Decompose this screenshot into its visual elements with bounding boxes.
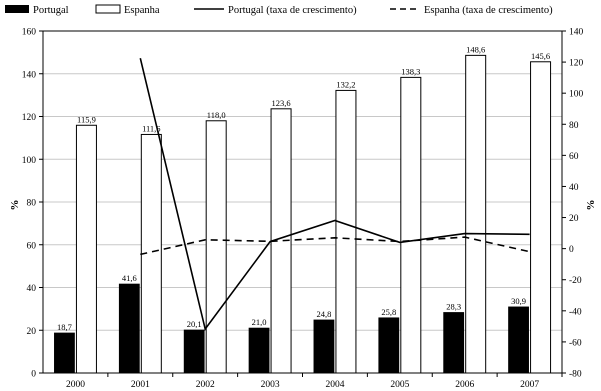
legend-swatch-espanha bbox=[96, 5, 120, 13]
legend-label-portugal-growth: Portugal (taxa de crescimento) bbox=[228, 5, 357, 16]
x-tick-label: 2003 bbox=[261, 380, 280, 390]
y-tick-label-right: 20 bbox=[569, 214, 579, 224]
y-tick-label-right: 60 bbox=[569, 152, 579, 162]
data-label-espanha: 145,6 bbox=[531, 51, 550, 61]
bar-portugal bbox=[509, 307, 529, 373]
y-tick-label-right: -20 bbox=[569, 276, 582, 286]
x-tick-label: 2000 bbox=[66, 380, 85, 390]
y-tick-label-left: 100 bbox=[22, 156, 37, 166]
data-label-portugal: 41,6 bbox=[122, 273, 137, 283]
legend-label-espanha: Espanha bbox=[124, 5, 160, 16]
y-tick-label-left: 0 bbox=[31, 370, 36, 380]
y-tick-label-left: 60 bbox=[27, 241, 37, 251]
bar-portugal bbox=[119, 284, 139, 373]
y-tick-label-left: 20 bbox=[27, 327, 37, 337]
data-label-espanha: 132,2 bbox=[336, 79, 355, 89]
data-label-portugal: 21,0 bbox=[252, 317, 267, 327]
bar-espanha bbox=[401, 77, 421, 373]
y-tick-label-right: 100 bbox=[569, 90, 584, 100]
y-tick-label-left: 160 bbox=[22, 28, 37, 38]
y-tick-label-right: 0 bbox=[569, 245, 574, 255]
x-tick-label: 2002 bbox=[196, 380, 215, 390]
y-tick-label-left: 120 bbox=[22, 113, 37, 123]
data-label-espanha: 115,9 bbox=[77, 114, 96, 124]
bar-portugal bbox=[379, 318, 399, 373]
y-tick-label-left: 140 bbox=[22, 70, 37, 80]
bar-espanha bbox=[531, 62, 551, 373]
x-tick-label: 2005 bbox=[390, 380, 409, 390]
y-tick-label-right: 40 bbox=[569, 183, 579, 193]
data-label-portugal: 24,8 bbox=[317, 309, 332, 319]
legend: Portugal Espanha Portugal (taxa de cresc… bbox=[5, 5, 553, 16]
bar-portugal bbox=[184, 330, 204, 373]
bar-portugal bbox=[314, 320, 334, 373]
data-label-espanha: 123,6 bbox=[272, 98, 291, 108]
y-tick-label-right: -80 bbox=[569, 370, 582, 380]
bar-portugal bbox=[444, 313, 464, 373]
bar-espanha bbox=[336, 90, 356, 373]
legend-swatch-portugal bbox=[5, 5, 29, 13]
y-axis-label-left: % bbox=[9, 200, 21, 211]
bar-espanha bbox=[206, 121, 226, 373]
bar-portugal bbox=[54, 333, 74, 373]
bar-portugal bbox=[249, 328, 269, 373]
x-tick-label: 2007 bbox=[520, 380, 539, 390]
bars bbox=[54, 55, 550, 373]
y-tick-label-right: 120 bbox=[569, 59, 584, 69]
y-tick-label-right: 80 bbox=[569, 121, 579, 131]
x-tick-label: 2001 bbox=[131, 380, 150, 390]
data-label-espanha: 111,6 bbox=[142, 123, 161, 133]
data-label-espanha: 138,3 bbox=[401, 66, 420, 76]
data-label-espanha: 148,6 bbox=[466, 44, 485, 54]
legend-label-portugal: Portugal bbox=[33, 5, 69, 16]
data-label-portugal: 18,7 bbox=[57, 322, 72, 332]
axes bbox=[39, 31, 566, 377]
data-label-portugal: 30,9 bbox=[511, 296, 526, 306]
tick-labels: 0 20 40 60 80 100 120 140 160 -80 -60 -40 -20 0 20 40 60… bbox=[22, 28, 584, 391]
x-tick-label: 2004 bbox=[325, 380, 344, 390]
y-tick-label-right: -40 bbox=[569, 307, 582, 317]
bar-espanha bbox=[76, 125, 96, 373]
y-tick-label-right: -60 bbox=[569, 338, 582, 348]
y-tick-label-left: 40 bbox=[27, 284, 37, 294]
y-tick-label-right: 140 bbox=[569, 28, 584, 38]
data-label-espanha: 118,0 bbox=[207, 110, 226, 120]
data-label-portugal: 25,8 bbox=[381, 307, 396, 317]
y-tick-label-left: 80 bbox=[27, 199, 37, 209]
data-label-portugal: 20,1 bbox=[187, 319, 202, 329]
data-label-portugal: 28,3 bbox=[446, 302, 461, 312]
legend-label-espanha-growth: Espanha (taxa de crescimento) bbox=[424, 5, 553, 16]
x-tick-label: 2006 bbox=[455, 380, 474, 390]
bar-espanha bbox=[466, 55, 486, 373]
y-axis-label-right: % bbox=[585, 200, 597, 211]
